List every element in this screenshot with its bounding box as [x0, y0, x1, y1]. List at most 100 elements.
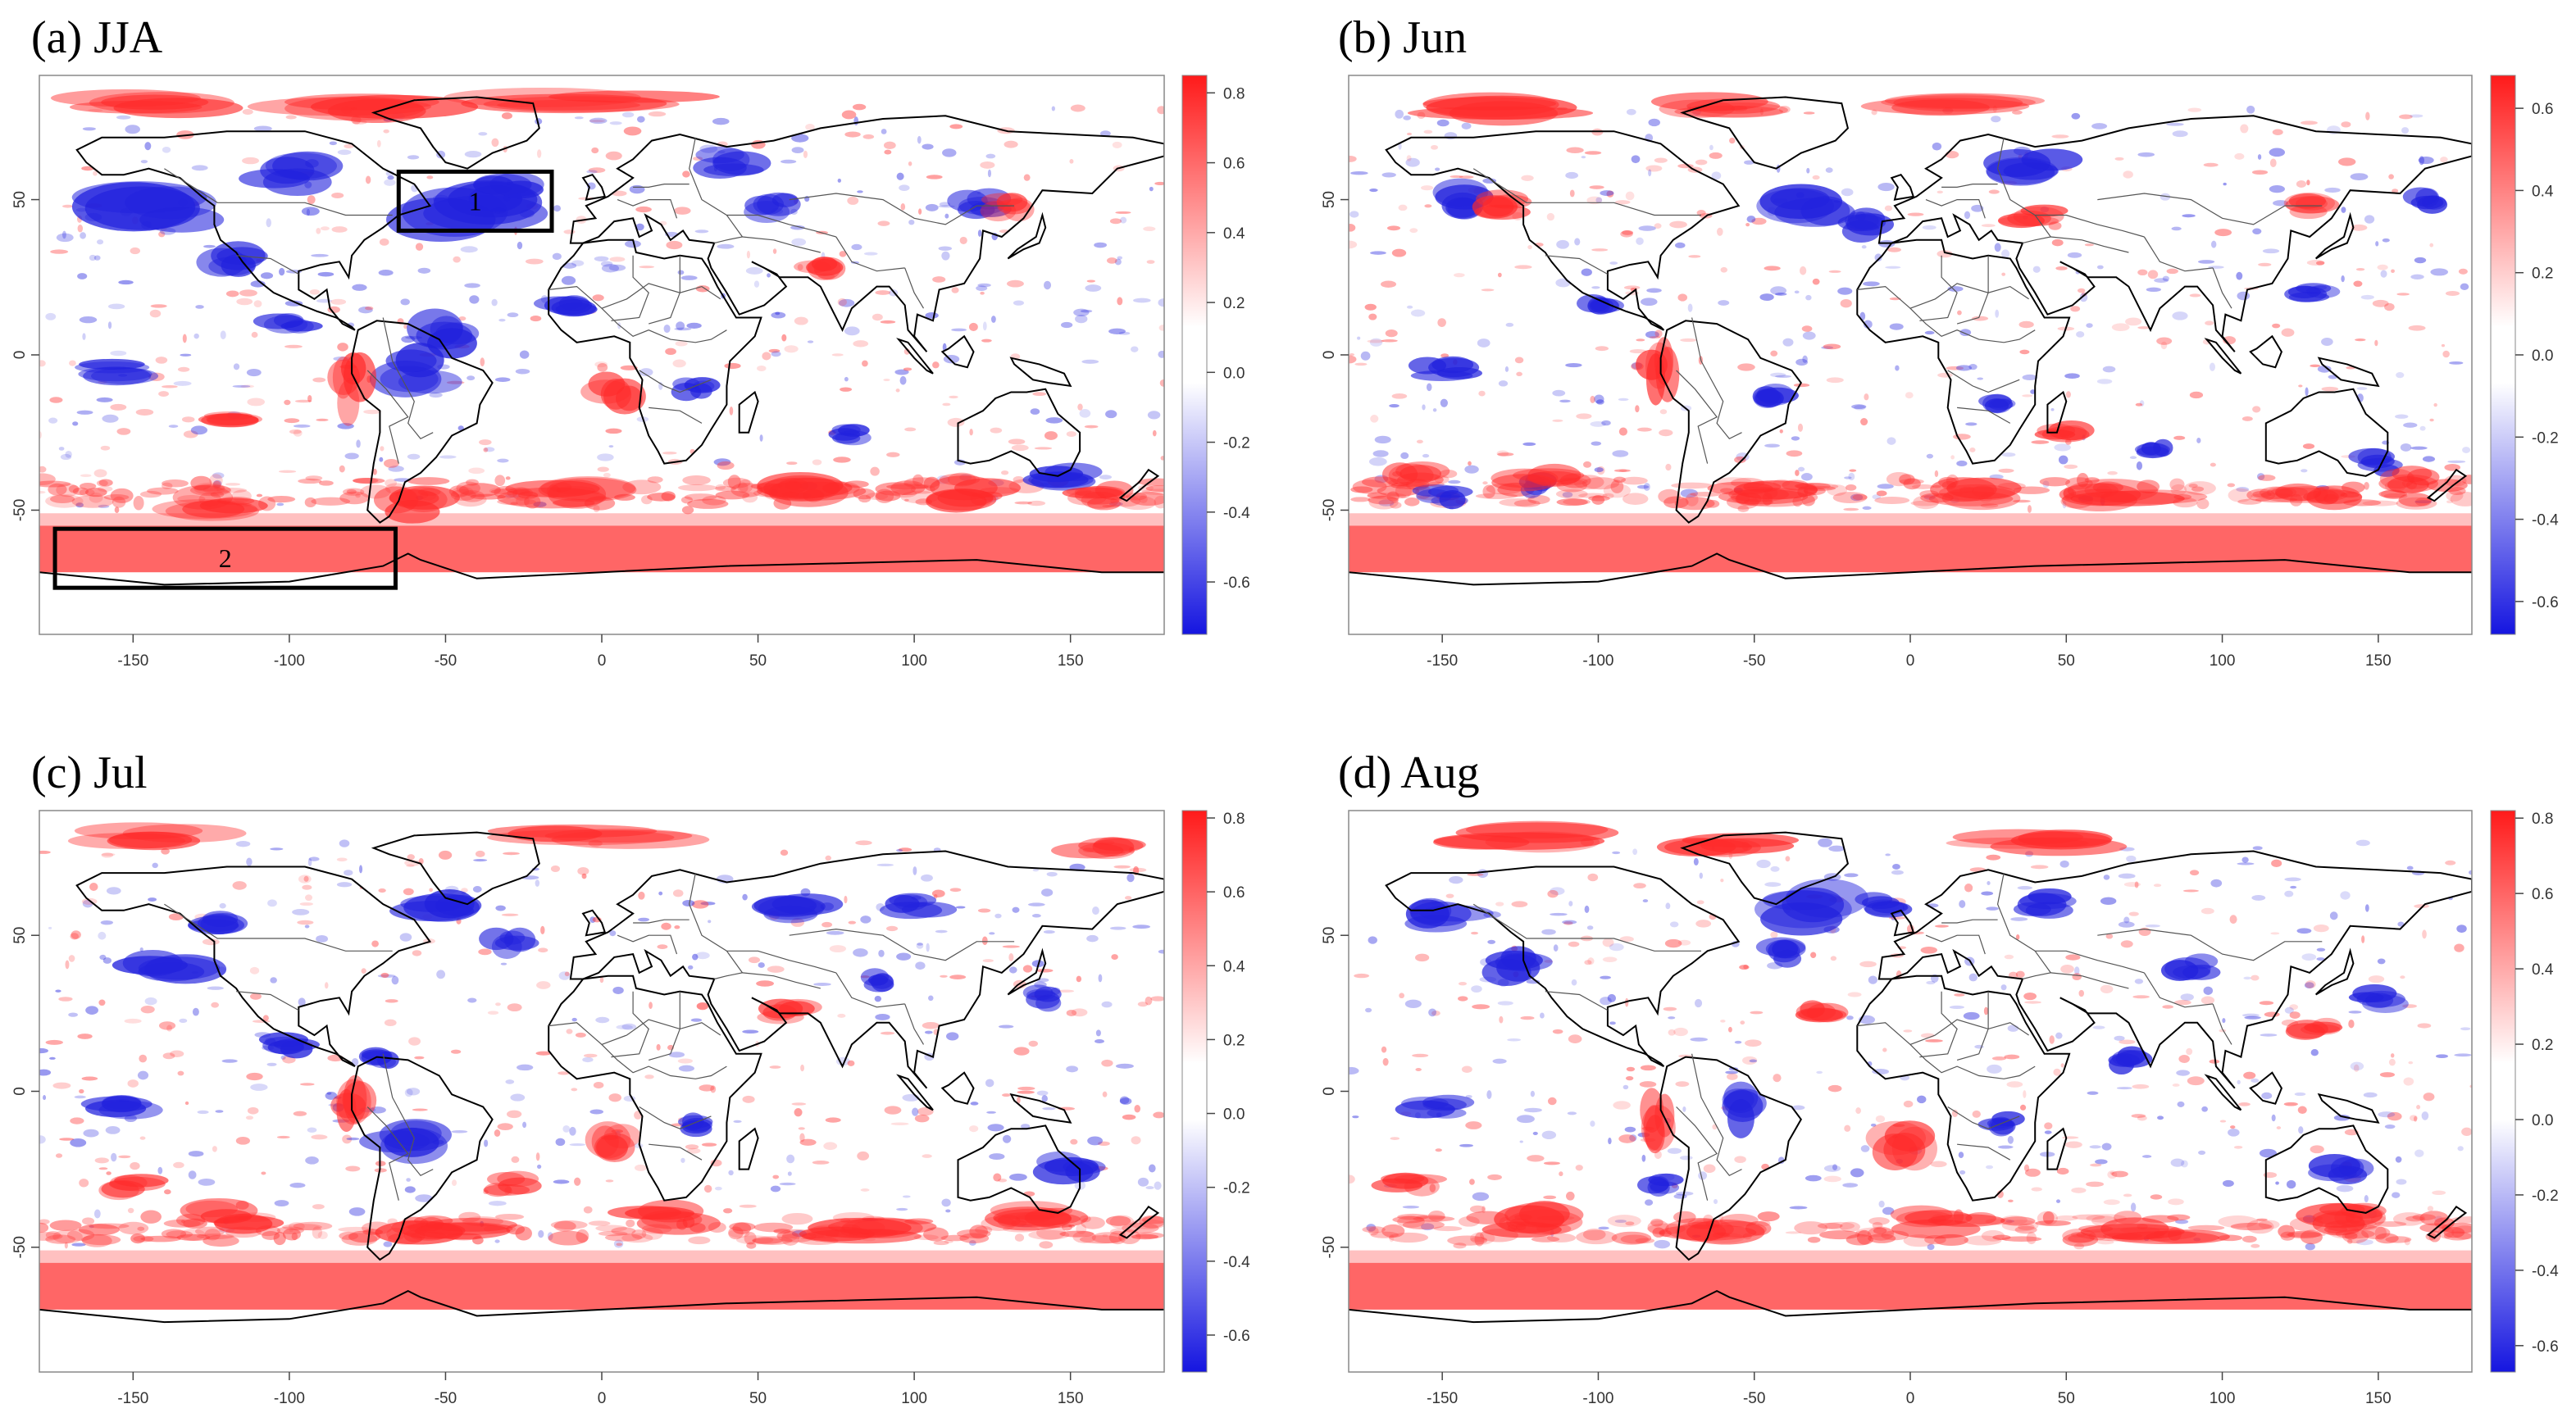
- coastline-madagascar: [738, 390, 759, 434]
- coastline-australia: [957, 388, 1081, 477]
- colorbar-tick-label: 0.2: [1223, 295, 1245, 312]
- x-tick-label: 100: [901, 1390, 927, 1407]
- southern-ocean-band: [39, 1250, 1164, 1310]
- country-borders: [1472, 872, 2323, 1201]
- coastline-uk: [1890, 909, 1915, 937]
- x-tick-label: 100: [901, 652, 927, 670]
- colorbar-tick-label: 0.8: [1223, 811, 1245, 828]
- y-tick-label: -50: [11, 1236, 29, 1258]
- coastline-newGuinea: [1009, 357, 1072, 388]
- y-tick-label: 50: [11, 927, 29, 944]
- y-tick-label: 0: [1321, 351, 1338, 360]
- colorbar-tick-label: 0.0: [2532, 1112, 2553, 1129]
- colorbar-tick-label: 0.0: [1223, 365, 1245, 382]
- x-tick-label: -50: [435, 1390, 457, 1407]
- x-tick-label: 50: [749, 652, 767, 670]
- y-tick-label: 50: [1321, 191, 1338, 208]
- coastline-uk: [581, 174, 607, 201]
- coastline-greenland: [371, 96, 540, 170]
- colorbar-b: 0.6 0.4 0.2 0.0 -0.2 -0.4 -0.6: [2490, 75, 2559, 635]
- x-tick-label: 50: [2058, 652, 2075, 670]
- x-tick-label: -100: [1582, 652, 1613, 670]
- map-panel-d: -150 -100 -50 0 50 100 150 50 0 -50: [1321, 810, 2473, 1407]
- colorbar-tick-label: 0.0: [1223, 1106, 1245, 1124]
- colorbar-tick-label: -0.2: [2532, 1188, 2559, 1205]
- coastline-antarcticaBase: [39, 1289, 1164, 1324]
- y-tick-label: 0: [11, 1087, 29, 1096]
- colorbar-tick-label: 0.6: [2532, 101, 2553, 118]
- southern-ocean-band: [39, 513, 1164, 573]
- y-tick-label: -50: [1321, 499, 1338, 521]
- anomaly-regions: [1381, 92, 2448, 511]
- colorbar-tick-label: 0.8: [2532, 811, 2553, 828]
- colorbar-tick-label: 0.6: [2532, 886, 2553, 903]
- coastline-madagascar: [738, 1127, 759, 1170]
- coastline-uk: [581, 909, 607, 937]
- x-tick-label: -50: [435, 652, 457, 670]
- colorbar-tick-label: -0.2: [2532, 429, 2559, 447]
- x-tick-label: -50: [1743, 1390, 1765, 1407]
- coastline-eurasia: [1877, 850, 2472, 1089]
- coastline-africa: [1856, 239, 2071, 465]
- colorbar-tick-label: -0.6: [1223, 1328, 1250, 1345]
- colorbar-tick-label: -0.2: [1223, 1180, 1250, 1197]
- coastline-newZealand: [1118, 1205, 1160, 1239]
- anomaly-regions: [1371, 820, 2409, 1245]
- colorbar-tick-label: 0.6: [1223, 156, 1245, 173]
- coastline-newZealand: [1118, 468, 1160, 502]
- coastline-southAmerica: [351, 320, 494, 524]
- x-tick-label: 0: [1906, 652, 1915, 670]
- coastline-newGuinea: [2317, 357, 2380, 388]
- colorbar-tick-label: -0.2: [1223, 435, 1250, 452]
- region-box-2: [52, 526, 398, 590]
- colorbar-tick-label: -0.4: [1223, 505, 1250, 522]
- coastline-newZealand: [2426, 1205, 2468, 1239]
- x-tick-label: 50: [749, 1390, 767, 1407]
- x-tick-label: 100: [2210, 652, 2236, 670]
- coastline-africa: [548, 239, 762, 465]
- x-tick-label: 0: [598, 1390, 607, 1407]
- coastline-southAmerica: [1659, 320, 1802, 524]
- coastline-borneo: [2249, 334, 2283, 369]
- colorbar-tick-label: -0.4: [2532, 512, 2559, 529]
- coastline-australia: [2264, 1124, 2389, 1214]
- map-panel-a: 1 2 -150 -100 -50 0 50 100 150 50 0 -50: [11, 75, 1165, 670]
- coastline-africa: [548, 975, 762, 1202]
- country-borders: [1472, 137, 2323, 464]
- colorbar-tick-label: 0.2: [1223, 1032, 1245, 1049]
- x-tick-label: 150: [1058, 1390, 1084, 1407]
- coastline-sumatra: [896, 338, 934, 375]
- colorbar-tick-label: 0.8: [1223, 85, 1245, 102]
- coastline-greenland: [1680, 831, 1850, 906]
- coastline-southAmerica: [351, 1056, 494, 1261]
- coastline-uk: [1890, 174, 1915, 201]
- x-tick-label: -100: [274, 1390, 305, 1407]
- colorbar-tick-label: -0.6: [2532, 1338, 2559, 1356]
- coastline-northAmerica: [75, 130, 432, 331]
- y-tick-label: -50: [1321, 1236, 1338, 1258]
- colorbar-c: 0.8 0.6 0.4 0.2 0.0 -0.2 -0.4 -0.6: [1181, 810, 1250, 1373]
- x-tick-label: -100: [1582, 1390, 1613, 1407]
- region-box-label: 1: [469, 186, 482, 216]
- coastline-sumatra: [896, 1074, 934, 1111]
- coastline-australia: [957, 1124, 1081, 1214]
- colorbar-tick-label: -0.6: [2532, 594, 2559, 611]
- x-tick-label: 150: [2365, 1390, 2392, 1407]
- coastline-antarcticaBase: [39, 552, 1164, 586]
- coastline-africa: [1856, 975, 2071, 1202]
- coastline-borneo: [940, 334, 975, 369]
- coastline-greenland: [1680, 96, 1850, 170]
- coastlines: [1349, 831, 2472, 1324]
- y-tick-label: 50: [1321, 927, 1338, 944]
- x-tick-label: -150: [117, 1390, 148, 1407]
- coastline-eurasia: [1877, 115, 2472, 352]
- x-tick-label: -150: [117, 652, 148, 670]
- coastlines: [1349, 96, 2472, 586]
- panel-c-title: (c) Jul: [31, 747, 148, 798]
- map-panel-c: -150 -100 -50 0 50 100 150 50 0 -50: [11, 810, 1165, 1407]
- coastline-greenland: [371, 831, 540, 906]
- y-tick-label: 0: [11, 351, 29, 360]
- southern-ocean-band: [1349, 1250, 2472, 1310]
- panel-a-title: (a) JJA: [31, 12, 163, 63]
- coastline-antarcticaBase: [1349, 552, 2472, 586]
